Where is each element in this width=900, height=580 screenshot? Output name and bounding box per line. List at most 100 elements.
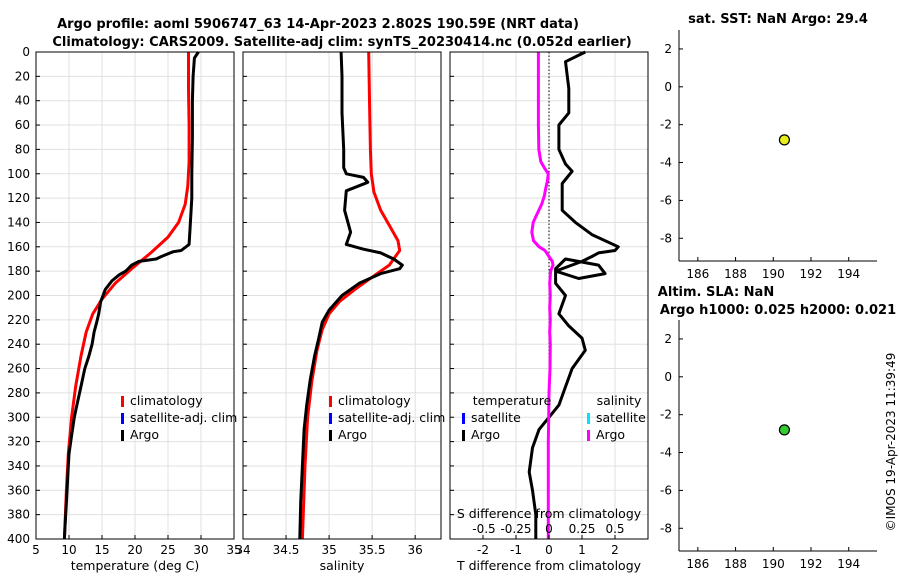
legend-satellite-adj-clim-swatch [121,413,124,424]
series-line-argo [62,51,200,540]
x-tick-label-188: 188 [724,557,747,571]
legend-s-satellite: satellite [596,410,646,425]
y-tick-label-380: 380 [7,508,30,522]
y-tick-label-340: 340 [7,459,30,473]
x-tick-label-0: 0 [545,543,553,557]
y-tick-label-2: 2 [664,332,672,346]
y-tick-label-160: 160 [7,240,30,254]
legend-satellite-adj-clim: satellite-adj. clim [130,410,237,425]
x-axis-label: T difference from climatology [456,558,642,573]
y-tick-label-140: 140 [7,215,30,229]
legend-t-argo: Argo [471,427,500,442]
x-tick-label-35p5: 35.5 [359,543,386,557]
x-tick-label-192: 192 [800,557,823,571]
legend-argo-swatch [121,430,124,441]
x-tick-label-194: 194 [837,557,860,571]
x-tick-label-m2: -2 [477,543,489,557]
legend-t-argo-swatch [462,430,465,441]
y-tick-label-260: 260 [7,362,30,376]
salinity-panel: 34 34.5 35 35.5 36 salinity climatology satelli… [235,51,445,573]
series-line-climatology [62,52,191,540]
x2-tick-label-2: 0 [545,522,553,536]
y-tick-label-m2: -2 [660,408,672,422]
y-tick-label-40: 40 [15,94,30,108]
x-tick-label-190: 190 [762,557,785,571]
y-tick-label-0: 0 [22,45,30,59]
x-tick-label-192: 192 [800,267,823,281]
legend-climatology-swatch [121,396,124,407]
x-tick-label-34p5: 34.5 [273,543,300,557]
legend-s-argo: Argo [596,427,625,442]
y-tick-label-0: 0 [664,370,672,384]
sla-panel-subtitle: Argo h1000: 0.025 h2000: 0.021 [660,303,896,318]
legend-argo-swatch [329,430,332,441]
x-tick-label-1: 1 [578,543,586,557]
x-tick-label-20: 20 [127,543,142,557]
y-tick-label-60: 60 [15,118,30,132]
x-tick-label-188: 188 [724,267,747,281]
y-tick-label-320: 320 [7,435,30,449]
legend-t-satellite: satellite [471,410,521,425]
x-tick-label-5: 5 [32,543,40,557]
y-tick-label-360: 360 [7,483,30,497]
y-tick-label-m4: -4 [660,446,672,460]
x-tick-label-30: 30 [193,543,208,557]
x-axis-label: salinity [320,558,365,573]
x-tick-label-25: 25 [160,543,175,557]
x2-tick-label-3: 0.25 [569,522,596,536]
y-tick-label-2: 2 [664,42,672,56]
y-tick-label-m8: -8 [660,231,672,245]
y-tick-label-0: 0 [664,80,672,94]
y-tick-label-180: 180 [7,264,30,278]
temperature-panel: 0 20 40 60 80 100 120 140 160 180 200 220 240 260 280 3… [7,45,242,573]
x-tick-label-194: 194 [837,267,860,281]
x-tick-label-186: 186 [686,267,709,281]
sla-panel: 2 0 -2 -4 -6 -8 186 188 190 192 194 [660,320,877,571]
x2-axis-label: S difference from climatology [457,506,642,521]
figure-title-line1: Argo profile: aoml 5906747_63 14-Apr-202… [57,17,579,32]
x-tick-label-36: 36 [408,543,423,557]
legend-climatology: climatology [338,393,411,408]
x-tick-label-34: 34 [235,543,250,557]
difference-panel: -2 -1 0 1 2T difference from climatology temp… [449,50,649,573]
x-tick-label-15: 15 [94,543,109,557]
y-tick-label-m6: -6 [660,193,672,207]
series-line-t-argo-diff [527,50,620,539]
series-line-s-argo-diff [530,52,555,539]
data-point-0 [778,424,791,436]
y-tick-label-240: 240 [7,337,30,351]
y-tick-label-200: 200 [7,289,30,303]
x-tick-label-10: 10 [61,543,76,557]
sst-panel-title: sat. SST: NaN Argo: 29.4 [688,12,868,27]
x-axis-label: temperature (deg C) [71,558,200,573]
x2-tick-label-4: 0.5 [605,522,624,536]
x-tick-label-m1: -1 [510,543,522,557]
figure-title-line2: Climatology: CARS2009. Satellite-adj cli… [52,35,631,50]
x-tick-label-35: 35 [321,543,336,557]
legend-satellite-adj-clim-swatch [329,413,332,424]
legend-satellite-adj-clim: satellite-adj. clim [338,410,445,425]
x2-tick-label-0: -0.5 [472,522,495,536]
y-tick-label-m4: -4 [660,156,672,170]
y-tick-label-120: 120 [7,191,30,205]
legend-climatology: climatology [130,393,203,408]
legend-argo: Argo [338,427,367,442]
legend-s-satellite-swatch [587,413,590,424]
y-tick-label-100: 100 [7,167,30,181]
legend-temperature-title: temperature [473,393,552,408]
x-tick-label-186: 186 [686,557,709,571]
x2-tick-label-1: -0.25 [500,522,531,536]
y-tick-label-m6: -6 [660,483,672,497]
x-tick-label-190: 190 [762,267,785,281]
y-tick-label-220: 220 [7,313,30,327]
y-tick-label-300: 300 [7,410,30,424]
series-line-argo [298,51,404,540]
y-tick-label-m2: -2 [660,118,672,132]
y-tick-label-m8: -8 [660,521,672,535]
y-tick-label-400: 400 [7,532,30,546]
sst-panel: 2 0 -2 -4 -6 -8 186 188 190 192 194 [660,30,877,281]
legend-s-argo-swatch [587,430,590,441]
y-tick-label-80: 80 [15,142,30,156]
y-tick-label-20: 20 [15,69,30,83]
